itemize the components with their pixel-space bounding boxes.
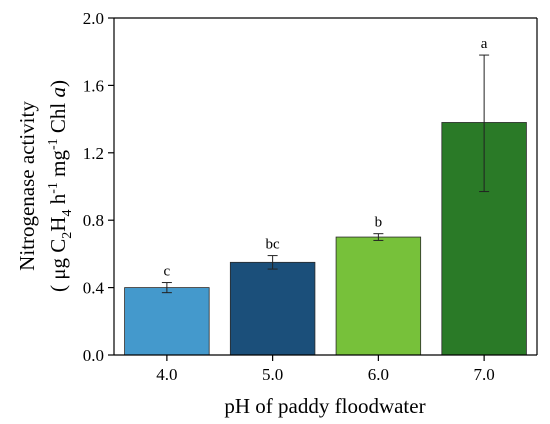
y-title-sub: 4 <box>60 210 75 217</box>
y-tick-label: 1.2 <box>83 144 104 163</box>
y-title-sup: -1 <box>46 182 61 194</box>
y-title-part: h <box>46 193 70 209</box>
y-axis-ticks: 0.0 0.4 0.8 1.2 1.6 2.0 <box>83 9 114 365</box>
y-title-part: H <box>46 217 70 232</box>
x-tick-label: 6.0 <box>368 365 389 384</box>
y-title-part: Chl <box>46 98 70 139</box>
x-tick-label: 4.0 <box>156 365 177 384</box>
axis-frame <box>113 17 538 356</box>
significance-label: bc <box>266 237 281 253</box>
y-title-sub: 2 <box>60 232 75 239</box>
significance-label: a <box>481 36 488 52</box>
y-axis-title-line1: Nitrogenase activity <box>15 101 39 271</box>
y-tick-label: 0.8 <box>83 211 104 230</box>
y-tick-label: 2.0 <box>83 9 104 28</box>
y-tick-label: 0.0 <box>83 346 104 365</box>
y-axis-title-line2: ( μg C2H4 h-1 mg-1 Chl a) <box>46 80 75 292</box>
x-axis-ticks: 4.0 5.0 6.0 7.0 <box>156 355 495 384</box>
significance-label: c <box>164 264 171 280</box>
y-title-part: mg <box>46 150 70 183</box>
y-axis-title: Nitrogenase activity ( μg C2H4 h-1 mg-1 … <box>15 80 75 292</box>
x-tick-label: 7.0 <box>474 365 495 384</box>
plot-area: c bc b a <box>124 36 527 356</box>
y-title-italic: a <box>46 87 70 98</box>
x-axis-title: pH of paddy floodwater <box>224 394 425 418</box>
y-title-part: ( μg C <box>46 239 70 292</box>
bar <box>229 261 316 356</box>
y-title-sup: -1 <box>46 138 61 150</box>
bar <box>335 236 422 356</box>
y-tick-label: 1.6 <box>83 76 104 95</box>
y-tick-label: 0.4 <box>83 279 105 298</box>
y-title-part: ) <box>46 80 70 87</box>
significance-label: b <box>375 215 383 231</box>
x-tick-label: 5.0 <box>262 365 283 384</box>
bar <box>124 287 210 356</box>
